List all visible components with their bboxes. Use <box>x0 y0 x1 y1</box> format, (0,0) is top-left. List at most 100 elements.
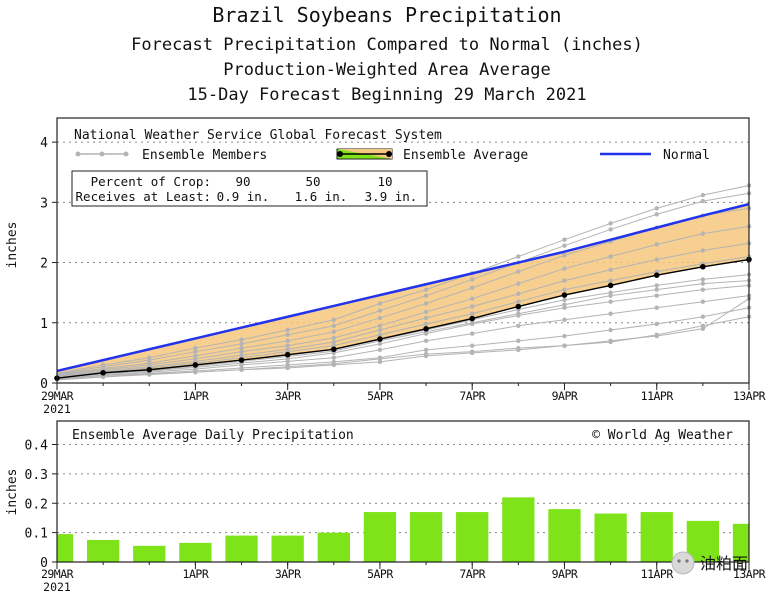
ensemble-member-point <box>654 206 659 211</box>
ensemble-member-point <box>331 355 336 360</box>
bottom-y-tick-label: 0 <box>40 556 48 571</box>
daily-precip-bar <box>86 539 120 562</box>
ensemble-average-point <box>469 315 476 322</box>
ensemble-member-point <box>285 327 290 333</box>
daily-precip-bar <box>363 512 397 562</box>
ensemble-member-point <box>562 243 567 248</box>
ensemble-member-point <box>470 349 475 354</box>
ensemble-member-point <box>285 338 290 344</box>
ensemble-average-point <box>146 366 153 373</box>
ensemble-member-point <box>423 293 429 298</box>
normal-line <box>56 202 750 373</box>
ensemble-member-point <box>423 315 429 321</box>
ensemble-member-point <box>377 308 383 313</box>
bottom-x-tick-label: 7APR <box>459 567 485 581</box>
bottom-y-tick-label: 0.1 <box>25 527 48 542</box>
ensemble-member-point <box>423 321 429 327</box>
percent-table: Percent of Crop: Receives at Least: 90 5… <box>71 170 428 207</box>
watermark: 油粕面 <box>671 551 748 575</box>
ensemble-member-point <box>516 281 521 286</box>
ensemble-member-point <box>239 341 244 347</box>
ensemble-member-point <box>516 323 521 328</box>
ensemble-average-point <box>700 263 706 270</box>
ensemble-member-point <box>470 277 475 282</box>
legend-members-marker <box>123 151 129 157</box>
ensemble-average-point <box>377 336 383 342</box>
ensemble-member-point <box>470 304 475 309</box>
ensemble-member-point <box>423 338 429 344</box>
amount-value: 1.6 in. <box>295 189 348 204</box>
ensemble-member-point <box>423 351 429 357</box>
ensemble-member-point <box>377 347 383 353</box>
daily-precip-bar <box>133 545 166 562</box>
ensemble-member-point <box>147 360 152 366</box>
ensemble-member-point <box>654 293 659 298</box>
ensemble-member-point <box>700 277 706 282</box>
ensemble-member-point <box>562 266 567 271</box>
ensemble-member-point <box>654 257 659 262</box>
daily-precip-bar <box>548 509 581 562</box>
ensemble-member-point <box>608 327 613 333</box>
bottom-y-axis-label: inches <box>5 469 20 516</box>
ensemble-member-point <box>285 347 290 352</box>
ensemble-member-point <box>516 311 521 316</box>
ensemble-member-point <box>700 323 706 328</box>
bottom-chart-title: Ensemble Average Daily Precipitation <box>72 428 354 443</box>
ensemble-member-point <box>331 329 336 335</box>
bottom-y-tick-label: 0.2 <box>25 497 48 512</box>
ensemble-member-point <box>377 359 383 365</box>
ensemble-member-point <box>423 301 429 306</box>
daily-precip-bar <box>317 532 350 562</box>
bottom-x-tick-label: 3APR <box>275 567 301 581</box>
ensemble-member-point <box>700 231 706 236</box>
daily-precip-bars <box>57 497 749 562</box>
ensemble-member-point <box>239 367 244 372</box>
ensemble-member-line <box>56 295 750 379</box>
ensemble-member-point <box>700 281 706 286</box>
ensemble-member-point <box>608 299 613 304</box>
top-x-tick-label: 3APR <box>275 389 301 403</box>
chart-title: Brazil Soybeans Precipitation <box>212 3 561 27</box>
legend-average-marker <box>386 151 392 157</box>
legend-normal-label: Normal <box>663 148 710 163</box>
ensemble-member-point <box>562 305 567 310</box>
ensemble-member-point <box>608 338 613 344</box>
ensemble-member-point <box>331 335 336 341</box>
credit-label: © World Ag Weather <box>592 428 733 443</box>
legend-members-label: Ensemble Members <box>142 148 267 163</box>
ensemble-member-point <box>377 323 383 328</box>
ensemble-member-point <box>608 267 613 272</box>
ensemble-member-point <box>654 305 659 310</box>
ensemble-member-point <box>608 290 613 295</box>
chart-subtitle-3: 15-Day Forecast Beginning 29 March 2021 <box>187 85 586 105</box>
ensemble-member-point <box>331 317 336 322</box>
top-plot-frame <box>56 117 750 384</box>
legend-members-marker <box>99 151 105 157</box>
ensemble-member-point <box>470 311 475 316</box>
wechat-icon-eye <box>677 559 681 563</box>
top-y-tick-label: 1 <box>40 317 48 332</box>
ensemble-member-point <box>608 221 613 226</box>
ensemble-member-point <box>470 320 475 325</box>
ensemble-member-point <box>516 338 521 344</box>
ensemble-member-point <box>331 323 336 328</box>
top-y-axis-label: inches <box>5 222 20 269</box>
ensemble-member-point <box>377 315 383 321</box>
bottom-x-tick-label: 11APR <box>641 567 674 581</box>
ensemble-member-point <box>608 227 613 232</box>
ensemble-member-point <box>470 296 475 301</box>
ensemble-member-point <box>331 339 336 345</box>
ensemble-member-point <box>377 301 383 306</box>
bottom-plot-frame <box>56 420 750 563</box>
percent-table-box <box>71 170 428 207</box>
ensemble-average-point <box>423 325 429 332</box>
ensemble-member-point <box>654 283 659 288</box>
daily-precip-bar <box>502 497 535 562</box>
legend-normal: Normal <box>600 148 710 163</box>
ensemble-member-line <box>56 256 750 377</box>
ensemble-average-point <box>238 357 245 363</box>
daily-precip-bar <box>271 535 304 562</box>
ensemble-member-point <box>377 341 383 347</box>
ensemble-member-point <box>377 332 383 338</box>
